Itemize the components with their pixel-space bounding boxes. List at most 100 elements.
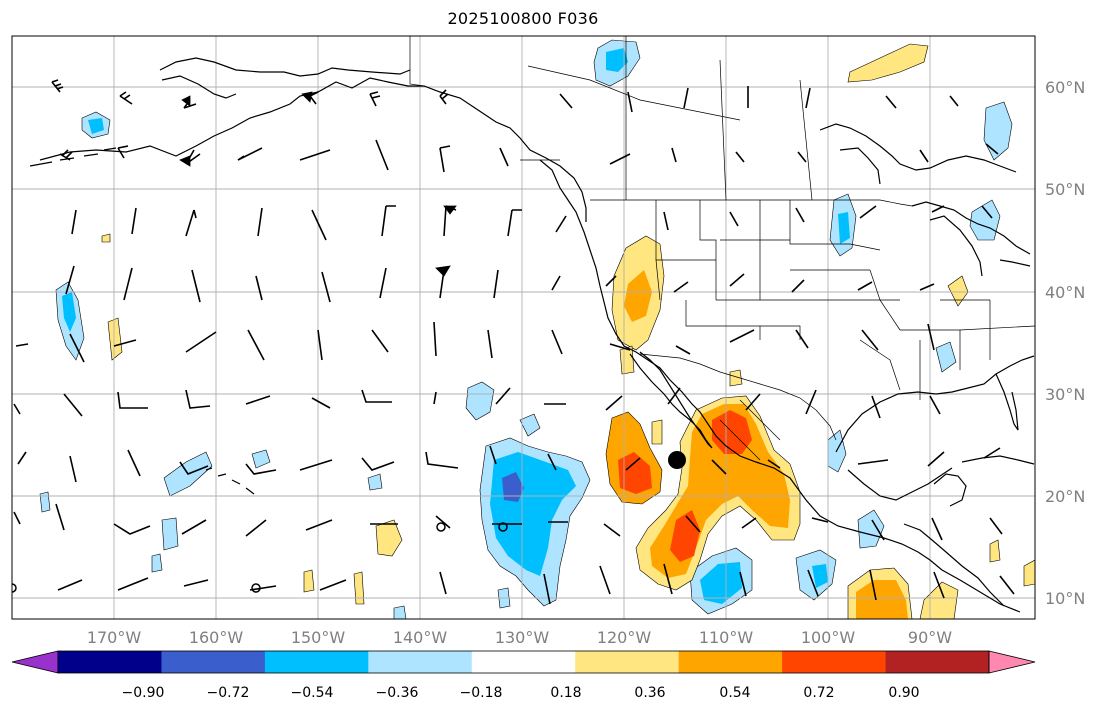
colorbar bbox=[11, 650, 1036, 674]
colorbar-tick-label: −0.18 bbox=[460, 685, 503, 701]
contour-positive bbox=[847, 43, 929, 83]
colorbar-tick-label: −0.90 bbox=[122, 685, 165, 701]
latitude-axis: 60°N 50°N 40°N 30°N 20°N 10°N bbox=[1045, 78, 1085, 608]
gulf-coastline bbox=[847, 467, 953, 501]
colorbar-tick-label: −0.72 bbox=[207, 685, 250, 701]
alaska-canada-border bbox=[409, 36, 425, 87]
contour-negative bbox=[62, 292, 76, 332]
open-circle-2 bbox=[436, 522, 446, 532]
contour-negative bbox=[251, 449, 271, 469]
political-borders bbox=[409, 36, 1035, 461]
central-america bbox=[903, 523, 1005, 607]
colorbar-segment bbox=[368, 651, 473, 673]
map-frame bbox=[11, 35, 1036, 620]
map-panel bbox=[11, 35, 1036, 620]
contour-positive bbox=[101, 233, 111, 243]
contour-negative bbox=[161, 517, 179, 551]
contour-positive bbox=[651, 419, 663, 445]
large-filled-dot bbox=[668, 451, 686, 469]
mexico-states bbox=[719, 399, 781, 461]
lat-label: 50°N bbox=[1045, 180, 1085, 199]
alaska-coastline bbox=[39, 77, 587, 222]
map-title: 2025100800 F036 bbox=[447, 9, 599, 28]
contour-positive bbox=[303, 569, 315, 593]
wind-barb-flags bbox=[179, 91, 457, 277]
lon-label: 120°W bbox=[597, 628, 652, 647]
coastlines bbox=[29, 57, 1035, 613]
contour-negative bbox=[367, 473, 383, 491]
wind-barbs bbox=[13, 79, 1015, 605]
lat-label: 20°N bbox=[1045, 487, 1085, 506]
open-circle-1 bbox=[498, 522, 508, 532]
lon-label: 110°W bbox=[699, 628, 754, 647]
colorbar-segment bbox=[885, 651, 990, 673]
alaska-coastline bbox=[161, 75, 237, 99]
contour-negative bbox=[812, 564, 828, 588]
gridlines bbox=[12, 36, 1035, 619]
bc-coastline bbox=[539, 159, 1021, 613]
colorbar-segment bbox=[471, 651, 576, 673]
great-lakes bbox=[911, 201, 1031, 255]
lon-label: 170°W bbox=[87, 628, 142, 647]
longitude-axis: 170°W 160°W 150°W 140°W 130°W 120°W 110°… bbox=[87, 628, 952, 647]
lon-label: 90°W bbox=[908, 628, 952, 647]
cuba bbox=[961, 455, 1035, 465]
contour-negative bbox=[151, 553, 163, 573]
colorbar-outline bbox=[57, 650, 990, 674]
colorbar-tick-label: −0.36 bbox=[376, 685, 419, 701]
contour-positive bbox=[618, 452, 652, 494]
hudson-coastline bbox=[819, 123, 1017, 173]
alaska-coastline bbox=[159, 57, 411, 77]
contour-negative bbox=[983, 101, 1013, 161]
hawaii bbox=[205, 467, 255, 495]
lon-label: 160°W bbox=[189, 628, 244, 647]
contour-negative bbox=[88, 118, 104, 134]
lat-label: 60°N bbox=[1045, 78, 1085, 97]
colorbar-tick-label: 0.54 bbox=[719, 685, 750, 701]
lon-label: 130°W bbox=[495, 628, 550, 647]
colorbar-extend-min bbox=[11, 650, 59, 674]
lat-label: 10°N bbox=[1045, 589, 1085, 608]
contour-negative bbox=[39, 491, 51, 513]
colorbar-ticks: −0.90 −0.72 −0.54 −0.36 −0.18 0.18 0.36 … bbox=[122, 685, 920, 701]
contour-negative bbox=[935, 341, 957, 373]
great-lakes bbox=[999, 259, 1031, 267]
contour-negative bbox=[465, 381, 495, 421]
contour-positive bbox=[1023, 559, 1035, 587]
contour-negative bbox=[519, 413, 541, 437]
contour-negative bbox=[857, 509, 885, 549]
contour-positive bbox=[729, 369, 743, 387]
lon-label: 100°W bbox=[801, 628, 856, 647]
colorbar-extend-max bbox=[988, 650, 1036, 674]
contour-negative bbox=[393, 605, 407, 619]
contour-negative bbox=[606, 48, 628, 72]
lat-label: 40°N bbox=[1045, 283, 1085, 302]
colorbar-tick-label: −0.54 bbox=[291, 685, 334, 701]
markers bbox=[12, 451, 686, 593]
contour-positive bbox=[107, 317, 123, 361]
contour-positive bbox=[375, 519, 403, 557]
contour-negative bbox=[502, 472, 524, 502]
contour-positive bbox=[989, 539, 1001, 563]
colorbar-tick-label: 0.72 bbox=[803, 685, 834, 701]
us-mexico-border bbox=[639, 353, 837, 441]
colorbar-segment bbox=[678, 651, 783, 673]
contour-negative bbox=[700, 562, 742, 604]
baja-coastline bbox=[629, 351, 713, 449]
canada-provinces bbox=[520, 36, 813, 201]
colorbar-segment bbox=[575, 651, 680, 673]
contour-negative bbox=[838, 212, 850, 244]
contour-positive bbox=[624, 270, 652, 322]
colorbar-segment bbox=[782, 651, 887, 673]
contour-positive bbox=[856, 580, 908, 619]
colorbar-tick-label: 0.36 bbox=[634, 685, 665, 701]
lon-label: 140°W bbox=[393, 628, 448, 647]
colorbar-segment bbox=[264, 651, 369, 673]
gulf-coastline bbox=[835, 355, 1035, 453]
colorbar-tick-label: 0.90 bbox=[888, 685, 919, 701]
lat-label: 30°N bbox=[1045, 385, 1085, 404]
colorbar-tick-label: 0.18 bbox=[550, 685, 581, 701]
contour-fill-layer bbox=[39, 39, 1035, 619]
contour-positive bbox=[353, 571, 365, 605]
